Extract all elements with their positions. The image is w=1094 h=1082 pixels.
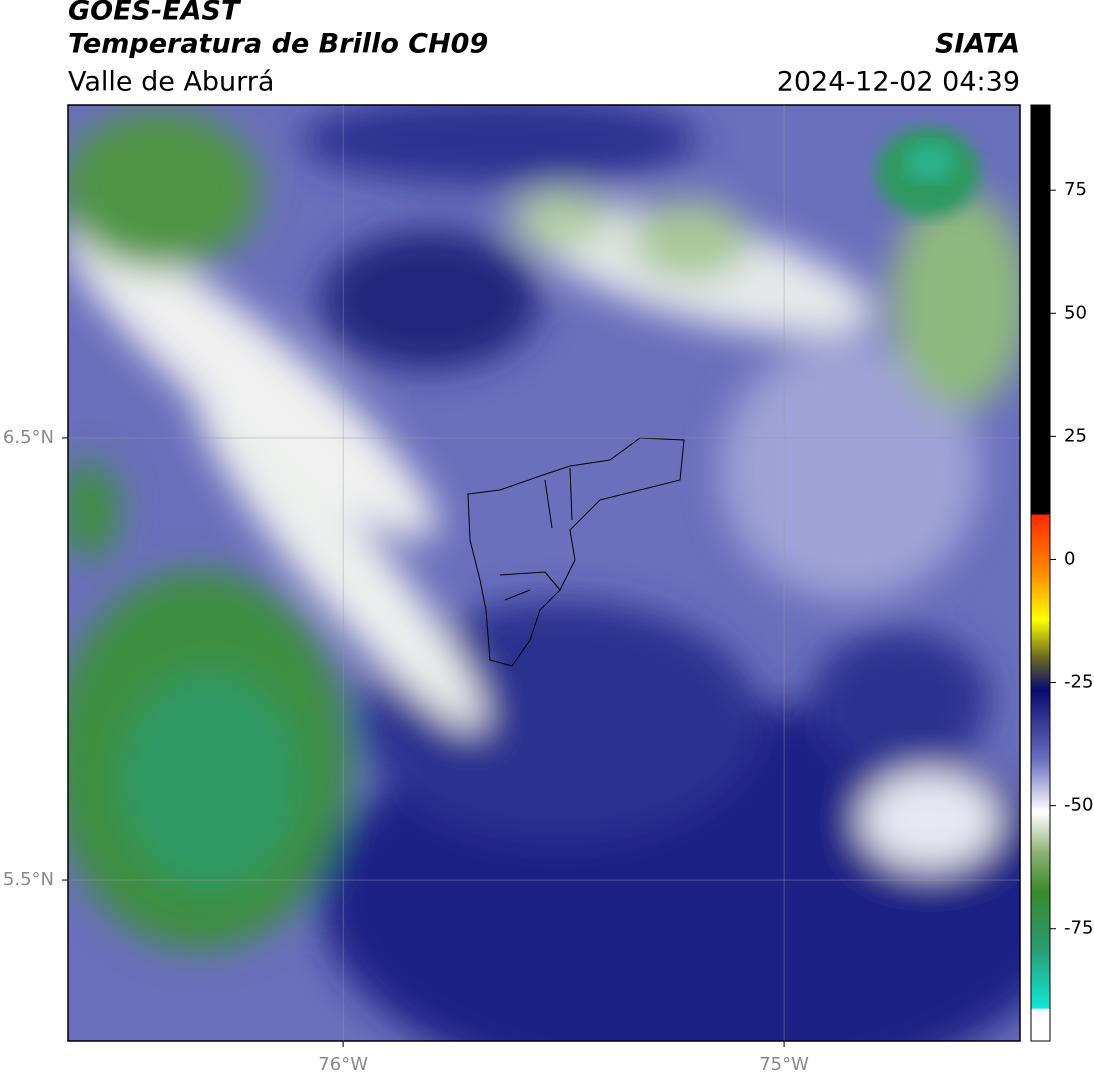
colorbar-tick-label: 75 [1064, 179, 1087, 200]
satellite-image [68, 105, 1020, 1041]
y-tick-label: 5.5°N [3, 869, 54, 890]
colorbar-tick-label: -75 [1064, 918, 1093, 939]
map-frame [67, 104, 1021, 1042]
colorbar-tick-label: 50 [1064, 302, 1087, 323]
source: SIATA [935, 29, 1020, 60]
x-tick-label: 75°W [759, 1054, 809, 1075]
title: GOES-EAST [68, 0, 242, 27]
colorbar-tick-label: 0 [1064, 548, 1075, 569]
region: Valle de Aburrá [68, 67, 274, 98]
x-tick-label: 76°W [318, 1054, 368, 1075]
colorbar-tick-label: 25 [1064, 425, 1087, 446]
datetime: 2024-12-02 04:39 [777, 67, 1020, 98]
colorbar-tick-label: -50 [1064, 795, 1093, 816]
y-tick-label: 6.5°N [3, 427, 54, 448]
subtitle: Temperatura de Brillo CH09 [68, 29, 488, 60]
colorbar-tick-label: -25 [1064, 672, 1093, 693]
colorbar [1030, 104, 1051, 1042]
